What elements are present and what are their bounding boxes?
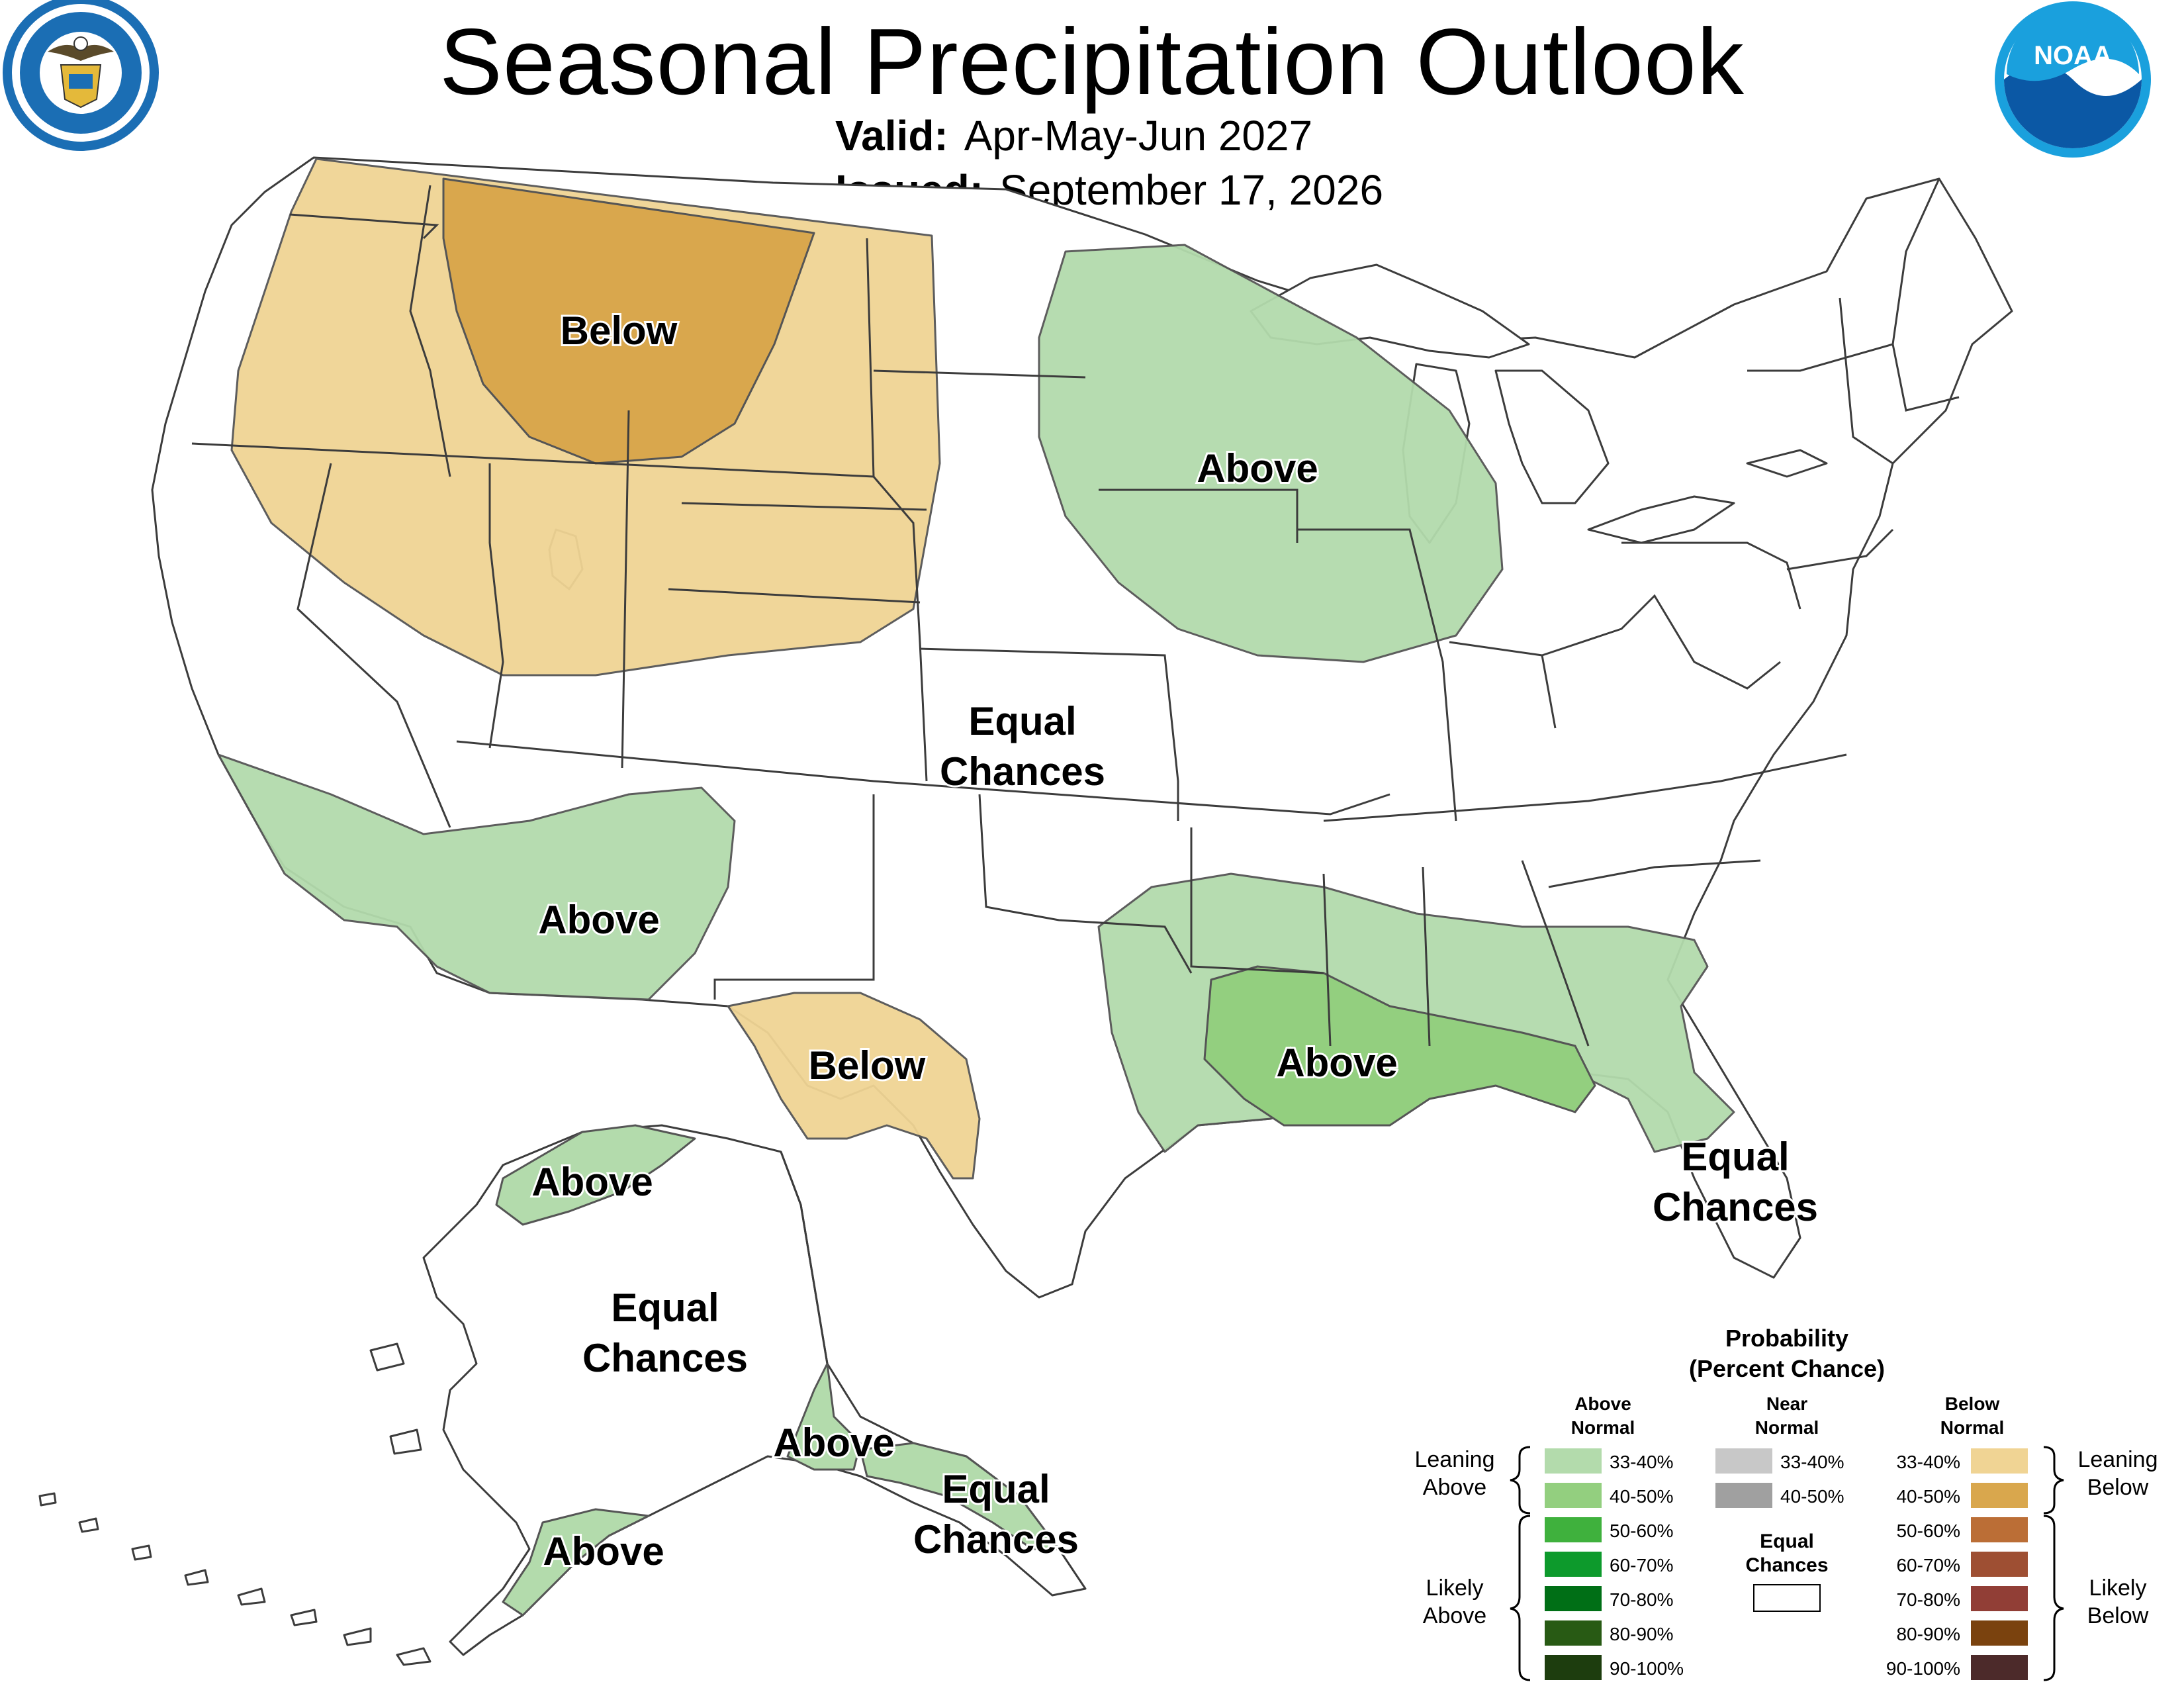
legend-above-label-5: 80-90% — [1610, 1624, 1674, 1644]
legend-equal-line2: Chances — [1745, 1554, 1828, 1576]
below-texas-region — [727, 992, 981, 1180]
alaska-above-panhandle-region — [859, 1442, 1060, 1550]
issued-value: September 17, 2026 — [999, 166, 1384, 214]
label-ak-above-north: Above — [531, 1160, 653, 1204]
legend-below-swatch-4 — [1971, 1586, 2028, 1611]
legend-leaning-above-line2: Above — [1423, 1475, 1486, 1500]
valid-value: Apr-May-Jun 2027 — [964, 112, 1313, 160]
legend-above-swatch-6 — [1545, 1655, 1602, 1680]
legend-below-head-line1: Below — [1945, 1393, 2000, 1414]
legend-likely-below-line1: Likely — [2089, 1575, 2147, 1601]
legend-below-swatch-1 — [1971, 1483, 2028, 1508]
label-ak-equal-line2: Chances — [582, 1336, 748, 1380]
legend-near-swatches: 33-40% 40-50% — [1715, 1448, 1844, 1508]
label-equal-florida-line1: Equal — [1681, 1135, 1789, 1179]
label-above-midwest: Above — [1197, 446, 1318, 491]
legend-below-swatch-5 — [1971, 1620, 2028, 1646]
legend-below-swatch-2 — [1971, 1517, 2028, 1542]
valid-label: Valid: — [835, 112, 948, 160]
alaska-above-north-region — [495, 1124, 696, 1226]
above-southeast-region-dark — [1203, 965, 1596, 1127]
legend-near-swatch-1 — [1715, 1483, 1772, 1508]
legend-above-swatch-0 — [1545, 1448, 1602, 1474]
legend-below-head-line2: Normal — [1940, 1417, 2004, 1438]
commerce-seal-logo — [3, 0, 159, 151]
label-ak-equal-panhandle-line2: Chances — [913, 1517, 1079, 1562]
legend-likely-above-line2: Above — [1423, 1603, 1486, 1628]
map-title: Seasonal Precipitation Outlook — [439, 9, 1745, 115]
map-labels: Below Above Equal Chances Above Below Ab… — [529, 306, 1820, 1575]
label-equal-florida-line2: Chances — [1653, 1185, 1818, 1229]
legend-above-swatch-3 — [1545, 1552, 1602, 1577]
legend-leaning-above-line1: Leaning — [1414, 1447, 1494, 1472]
legend-title-line2: (Percent Chance) — [1689, 1355, 1885, 1382]
legend-above-swatches: 33-40% 40-50% 50-60% 60-70% 70-80% 80-90% 90-1… — [1545, 1448, 1684, 1680]
legend-above-swatch-1 — [1545, 1483, 1602, 1508]
legend-above-label-3: 60-70% — [1610, 1555, 1674, 1575]
legend-near-head-line1: Near — [1766, 1393, 1807, 1414]
conus-shading — [217, 158, 1735, 1180]
label-ak-equal-line1: Equal — [611, 1286, 719, 1330]
legend-title-line1: Probability — [1725, 1325, 1848, 1352]
legend-near-label-0: 33-40% — [1780, 1452, 1844, 1472]
legend-near-label-1: 40-50% — [1780, 1486, 1844, 1507]
legend-brace-likely-below — [2043, 1515, 2064, 1681]
legend-above-swatch-5 — [1545, 1620, 1602, 1646]
state-boundaries — [191, 178, 1960, 1047]
legend-above-swatch-2 — [1545, 1517, 1602, 1542]
legend-brace-leaning-below — [2043, 1446, 2064, 1515]
legend-below-label-4: 70-80% — [1896, 1589, 1960, 1610]
legend-above-swatch-4 — [1545, 1586, 1602, 1611]
legend-below-label-0: 33-40% — [1896, 1452, 1960, 1472]
legend-likely-below-line2: Below — [2087, 1603, 2149, 1628]
alaska-above-west-region — [502, 1508, 650, 1617]
label-ak-above-south: Above — [773, 1421, 894, 1465]
noaa-logo-text: NOAA — [2034, 41, 2112, 70]
valid-line: Valid: Apr-May-Jun 2027 — [835, 111, 1312, 160]
label-below-north: Below — [561, 308, 678, 353]
alaska-above-south-region — [786, 1362, 862, 1471]
legend-above-head-line2: Normal — [1571, 1417, 1635, 1438]
legend-equal-swatch — [1753, 1584, 1821, 1612]
legend-below-label-3: 60-70% — [1896, 1555, 1960, 1575]
label-ak-above-west: Above — [543, 1529, 664, 1573]
legend: Probability (Percent Chance) Above Norma… — [1414, 1325, 2158, 1681]
legend-equal-line1: Equal — [1760, 1530, 1814, 1552]
legend-below-swatch-0 — [1971, 1448, 2028, 1474]
legend-below-label-1: 40-50% — [1896, 1486, 1960, 1507]
legend-brace-leaning-above — [1510, 1446, 1531, 1515]
legend-near-head-line2: Normal — [1755, 1417, 1819, 1438]
label-equal-center-line2: Chances — [940, 749, 1105, 794]
legend-below-swatch-3 — [1971, 1552, 2028, 1577]
legend-near-swatch-0 — [1715, 1448, 1772, 1474]
above-southwest-region — [217, 753, 736, 1001]
label-above-southwest: Above — [538, 898, 659, 942]
legend-above-label-1: 40-50% — [1610, 1486, 1674, 1507]
alaska-shading — [495, 1124, 1060, 1617]
legend-below-label-6: 90-100% — [1886, 1658, 1960, 1679]
legend-leaning-below-line2: Below — [2087, 1475, 2149, 1500]
alaska-border — [780, 1151, 829, 1364]
legend-brace-likely-above — [1510, 1515, 1531, 1681]
legend-above-head-line1: Above — [1574, 1393, 1631, 1414]
legend-likely-above-line1: Likely — [1426, 1575, 1484, 1601]
legend-above-label-2: 50-60% — [1610, 1521, 1674, 1541]
legend-above-label-4: 70-80% — [1610, 1589, 1674, 1610]
label-ak-equal-panhandle-line1: Equal — [942, 1467, 1050, 1511]
legend-below-label-5: 80-90% — [1896, 1624, 1960, 1644]
legend-above-label-6: 90-100% — [1610, 1658, 1684, 1679]
legend-below-swatches: 33-40% 40-50% 50-60% 60-70% 70-80% 80-90% 90-1… — [1886, 1448, 2028, 1680]
label-above-southeast: Above — [1276, 1041, 1397, 1085]
legend-below-label-2: 50-60% — [1896, 1521, 1960, 1541]
label-below-texas: Below — [809, 1043, 926, 1088]
above-midwest-region — [1038, 244, 1504, 663]
legend-below-swatch-6 — [1971, 1655, 2028, 1680]
legend-leaning-below-line1: Leaning — [2077, 1447, 2158, 1472]
label-equal-center-line1: Equal — [968, 699, 1076, 743]
legend-above-label-0: 33-40% — [1610, 1452, 1674, 1472]
noaa-logo: NOAA — [1995, 1, 2151, 158]
